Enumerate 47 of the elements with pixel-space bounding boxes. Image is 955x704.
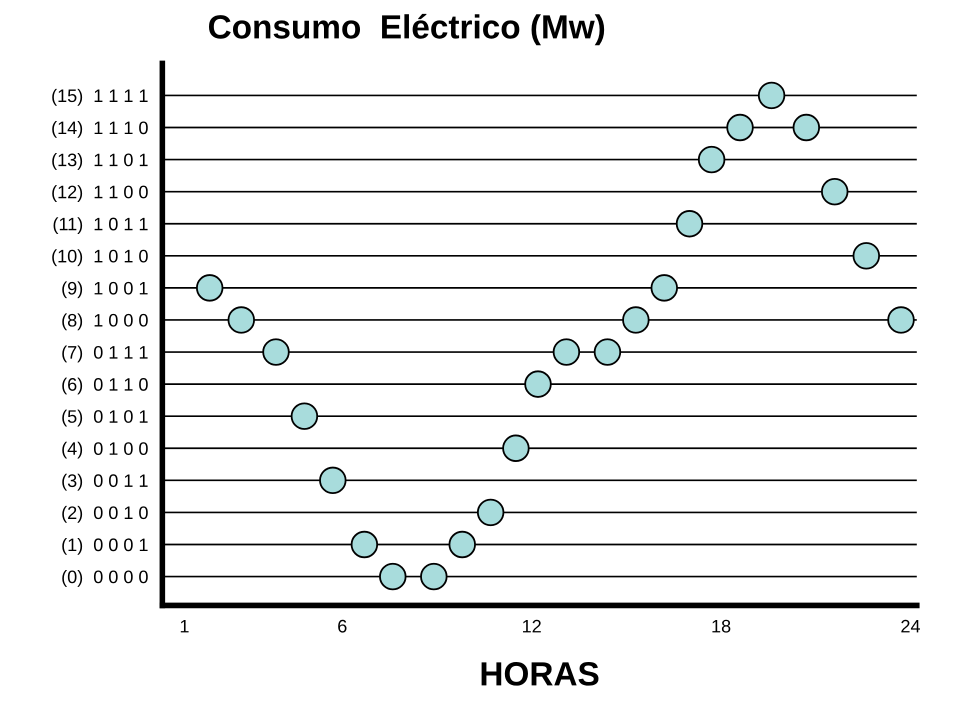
point (379, 562, 406, 590)
y-tick-label: (9) 1 0 0 1 (62, 281, 148, 298)
y-tick-label: (8) 1 0 0 0 (62, 313, 148, 330)
point (420, 562, 448, 590)
point (350, 530, 378, 558)
y-tick-label: (1) 0 0 0 1 (62, 538, 148, 555)
y-tick-label: (10) 1 0 1 0 (52, 249, 148, 266)
point (821, 178, 848, 206)
point (887, 306, 915, 334)
y-tick-label: (5) 0 1 0 1 (62, 410, 148, 426)
point (792, 114, 820, 142)
x-tick-label: 6 (338, 620, 347, 633)
point (524, 370, 552, 398)
x-tick-label: 24 (901, 620, 920, 632)
point (476, 498, 504, 526)
point (552, 338, 580, 366)
y-tick-label: (15) 1 1 1 1 (52, 88, 148, 106)
point (852, 242, 880, 270)
y-tick-label: (6) 0 1 1 0 (62, 378, 148, 394)
point (726, 114, 754, 142)
x-tick-label: 18 (712, 620, 730, 633)
point (448, 530, 476, 558)
point (228, 306, 255, 334)
y-tick-label: (0) 0 0 0 0 (62, 570, 148, 587)
chart-title: Consumo Eléctrico (Mw) (208, 14, 604, 46)
point (758, 82, 786, 110)
x-tick-label: 12 (523, 620, 541, 632)
y-tick-label: (13) 1 1 0 1 (52, 153, 148, 170)
point (502, 434, 530, 462)
x-tick-label: 1 (180, 620, 189, 632)
point (594, 338, 622, 366)
point (290, 402, 318, 430)
y-tick-label: (12) 1 1 0 0 (52, 185, 148, 202)
y-tick-label: (14) 1 1 1 0 (52, 120, 148, 138)
y-tick-label: (7) 0 1 1 1 (62, 346, 148, 362)
y-tick-label: (4) 0 1 0 0 (62, 442, 148, 459)
point (196, 274, 224, 302)
y-tick-label: (2) 0 0 1 0 (62, 506, 148, 523)
point (319, 466, 347, 494)
point (676, 210, 704, 238)
y-tick-label: (3) 0 0 1 1 (62, 474, 148, 491)
point (698, 146, 726, 174)
point (650, 274, 678, 302)
point (622, 306, 650, 334)
x-axis-title: HORAS (482, 662, 598, 686)
point (262, 338, 290, 366)
y-tick-label: (11) 1 0 1 1 (54, 217, 148, 234)
